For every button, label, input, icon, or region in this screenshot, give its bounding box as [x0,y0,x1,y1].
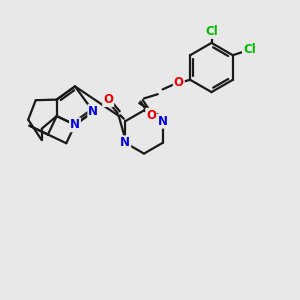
Text: O: O [174,76,184,89]
Text: Cl: Cl [205,25,218,38]
Text: N: N [120,136,130,149]
Text: Cl: Cl [243,43,256,56]
Text: N: N [70,118,80,131]
Text: O: O [146,109,156,122]
Text: N: N [88,105,98,118]
Text: N: N [158,115,168,128]
Text: O: O [103,93,113,106]
